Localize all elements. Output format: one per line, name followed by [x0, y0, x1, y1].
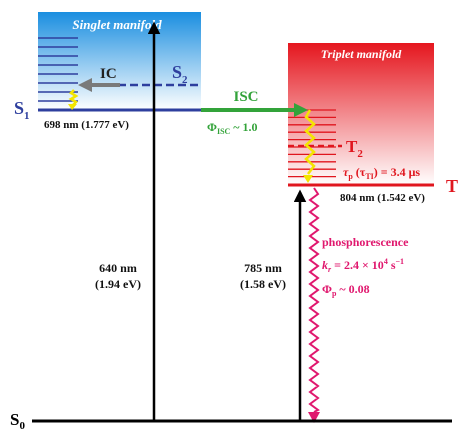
triplet-relaxation-arrowhead [303, 175, 313, 183]
singlet-manifold-box [38, 12, 201, 110]
singlet-relaxation-squiggle [68, 89, 79, 107]
triplet-manifold-title: Triplet manifold [321, 47, 403, 61]
singlet-relaxation-arrowhead [68, 104, 77, 110]
radiative-rate: kr = 2.4 × 104 s−1 [322, 257, 404, 274]
s1-label: S1 [14, 98, 30, 122]
s1-energy-label: 698 nm (1.777 eV) [44, 119, 129, 131]
isc-arrowhead [294, 103, 308, 117]
phosphorescence-emission-arrow [308, 187, 320, 413]
t2-label: T2 [346, 137, 363, 160]
t1-energy-label: 804 nm (1.542 eV) [340, 192, 425, 204]
singlet-manifold-title: Singlet manifold [72, 17, 162, 32]
t1-label: T [446, 176, 458, 196]
s0-label: S0 [10, 410, 25, 431]
triplet-absorption-wavelength: 785 nm [244, 261, 282, 275]
phosphorescence-quantum-yield: Φp ~ 0.08 [322, 282, 370, 298]
triplet-lifetime: τp (τTI) = 3.4 μs [343, 165, 420, 181]
ic-arrowhead [78, 78, 92, 92]
singlet-absorption-energy: (1.94 eV) [95, 277, 141, 291]
phosphorescence-label: phosphorescence [322, 235, 409, 249]
ic-label: IC [100, 66, 117, 82]
isc-quantum-yield: ΦISC ~ 1.0 [207, 120, 258, 136]
singlet-absorption-wavelength: 640 nm [99, 261, 137, 275]
s2-label: S2 [172, 62, 188, 86]
triplet-absorption-energy: (1.58 eV) [240, 277, 286, 291]
isc-label: ISC [233, 89, 258, 105]
phosphorescence-arrowhead [308, 412, 320, 423]
triplet-relaxation-squiggle [304, 109, 316, 175]
